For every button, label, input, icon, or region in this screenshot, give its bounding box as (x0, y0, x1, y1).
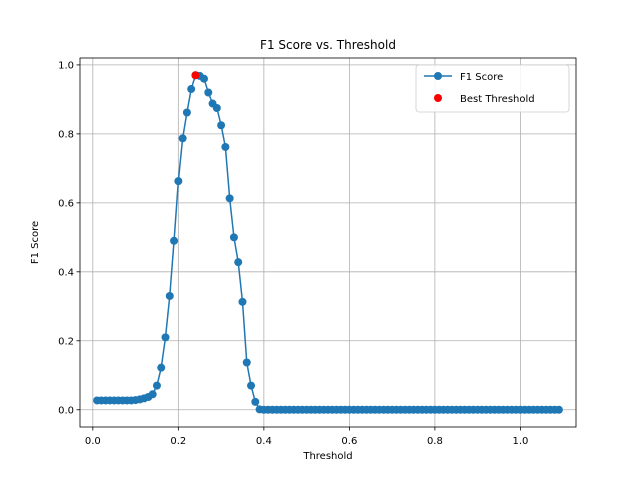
f1-score-point (212, 104, 221, 113)
grid-lines (80, 58, 576, 427)
x-tick-label: 0.4 (256, 436, 272, 447)
f1-score-point (182, 108, 191, 117)
f1-score-point (229, 233, 238, 242)
y-tick-label: 0.4 (58, 267, 74, 278)
f1-score-point (187, 85, 196, 94)
f1-score-point (204, 88, 213, 97)
f1-score-point (234, 258, 243, 267)
plot-series (93, 71, 563, 414)
f1-score-point (242, 358, 251, 367)
y-tick-label: 0.2 (58, 336, 74, 347)
y-axis-label: F1 Score (30, 221, 41, 264)
f1-score-point (170, 236, 179, 245)
legend-best-label: Best Threshold (460, 94, 535, 105)
y-tick-label: 0.6 (58, 198, 74, 209)
y-tick-label: 0.0 (58, 405, 74, 416)
x-axis-label: Threshold (302, 451, 352, 462)
f1-score-point (174, 177, 183, 186)
best-threshold-point (191, 71, 200, 80)
y-tick-label: 1.0 (58, 60, 74, 71)
axes-frame (79, 57, 577, 428)
f1-score-point (157, 363, 166, 372)
f1-score-point (247, 381, 256, 390)
f1-score-point (251, 397, 260, 406)
f1-score-point (152, 381, 161, 390)
f1-score-point (225, 194, 234, 203)
x-tick-label: 0.8 (427, 436, 443, 447)
legend-f1-label: F1 Score (460, 72, 503, 83)
f1-score-point (554, 405, 563, 414)
f1-score-point (217, 121, 226, 130)
f1-score-point (221, 142, 230, 151)
f1-score-point (165, 291, 174, 300)
f1-score-point (200, 74, 208, 83)
y-tick-label: 0.8 (58, 129, 74, 140)
axis-ticks: 0.0 0.2 0.4 0.6 0.8 1.0 0.0 0.2 0.4 0.6 0.8 1.0 (58, 60, 528, 447)
x-tick-label: 0.2 (170, 436, 186, 447)
legend-f1-marker (434, 72, 442, 80)
chart-title: F1 Score vs. Threshold (260, 38, 396, 52)
f1-score-point (238, 297, 247, 306)
legend-best-marker (434, 94, 442, 102)
x-tick-label: 0.6 (341, 436, 357, 447)
f1-score-point (178, 134, 187, 143)
f1-score-point (148, 390, 157, 399)
x-tick-label: 1.0 (512, 436, 528, 447)
x-tick-label: 0.0 (85, 436, 101, 447)
f1-score-point (161, 333, 170, 342)
legend: F1 Score Best Threshold (415, 64, 570, 113)
legend-box (415, 64, 570, 113)
